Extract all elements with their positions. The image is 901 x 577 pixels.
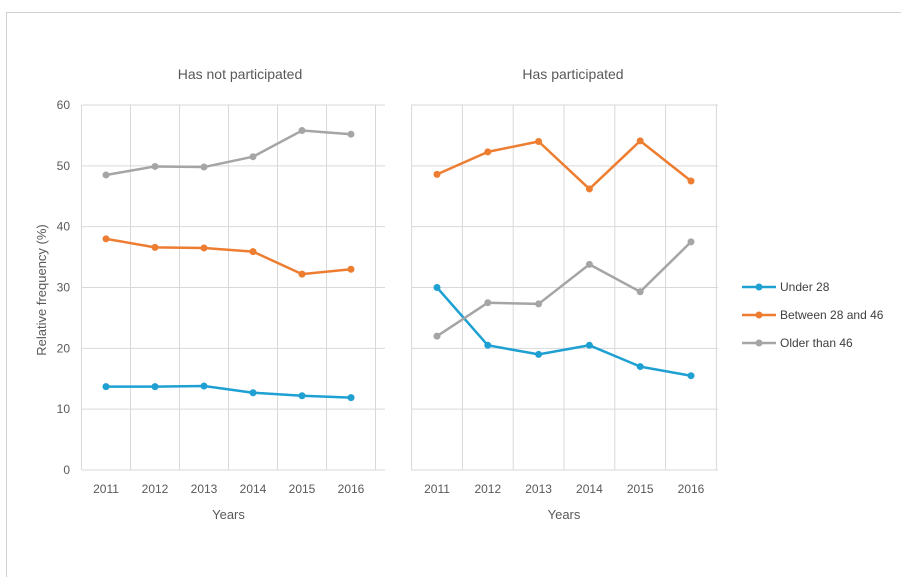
- y-tick-label-40: 40: [57, 220, 71, 234]
- panel-1-series-older-than-46-point-2011: [102, 171, 110, 179]
- panel-1-series-older-than-46-point-2014: [249, 153, 257, 161]
- panel-2-series-between-28-and-46-line: [436, 139, 692, 191]
- panel-1-series-between-28-and-46-point-2013: [200, 244, 208, 252]
- y-tick-label-0: 0: [63, 463, 70, 477]
- panel-1-x-tick-label-2014: 2014: [240, 482, 267, 496]
- panel-2-series-under-28-point-2011: [433, 284, 441, 291]
- y-tick-label-30: 30: [57, 281, 71, 295]
- panel-2-x-tick-label-2014: 2014: [576, 482, 603, 496]
- panel-1-series-between-28-and-46-point-2012: [151, 243, 159, 251]
- panel-2-series-under-28-point-2013: [535, 350, 543, 358]
- panel-1-series-older-than-46-line: [105, 129, 352, 177]
- legend-item-between-28-and-46-label: Between 28 and 46: [780, 308, 884, 322]
- panel-2-series-older-than-46-point-2015: [636, 288, 644, 296]
- legend-item-between-28-and-46-marker: [755, 311, 763, 319]
- panel-2-series-between-28-and-46-point-2013: [535, 138, 543, 145]
- y-tick-label-20: 20: [57, 341, 71, 355]
- panel-2-series-under-28-point-2014: [585, 341, 593, 349]
- legend-item-older-than-46-label: Older than 46: [780, 336, 853, 350]
- panel-1-series-under-28-point-2011: [102, 383, 110, 391]
- panel-1-series-under-28-line: [106, 384, 352, 399]
- panel-1-series-under-28-point-2013: [200, 382, 208, 390]
- panel-1-x-tick-label-2011: 2011: [93, 482, 119, 496]
- panel-1-series-between-28-and-46-point-2014: [249, 248, 257, 256]
- panel-2-series-under-28-line: [436, 286, 692, 377]
- panel-2-x-tick-label-2013: 2013: [525, 482, 552, 496]
- panel-2-x-tick-label-2015: 2015: [627, 482, 654, 496]
- panel-2-series-older-than-46-point-2012: [484, 299, 492, 307]
- panel-2-x-tick-label-2012: 2012: [474, 482, 501, 496]
- panel-2-series-between-28-and-46-point-2012: [484, 148, 492, 156]
- panel-1-series-between-28-and-46-point-2011: [102, 235, 110, 243]
- legend-item-older-than-46-marker: [755, 339, 763, 347]
- panel-1-series-between-28-and-46-line: [105, 237, 352, 276]
- panel-2-x-tick-label-2016: 2016: [678, 482, 705, 496]
- panel-1-series-between-28-and-46-point-2015: [298, 270, 306, 278]
- panel-1-series-older-than-46-point-2015: [298, 127, 306, 135]
- legend-item-under-28-marker: [755, 283, 763, 291]
- panel-1-x-tick-label-2015: 2015: [289, 482, 316, 496]
- y-tick-label-10: 10: [57, 402, 71, 416]
- panel-1-series-older-than-46-point-2016: [347, 130, 355, 138]
- panel-1-x-axis-title: Years: [212, 507, 245, 522]
- panel-1-title: Has not participated: [178, 66, 303, 82]
- y-tick-label-50: 50: [57, 159, 71, 173]
- y-tick-label-60: 60: [57, 98, 71, 112]
- panel-2-series-between-28-and-46-point-2011: [433, 170, 441, 178]
- panel-2-series-under-28-point-2012: [484, 341, 492, 349]
- panel-1-series-older-than-46-point-2012: [151, 162, 159, 170]
- panel-2-series-between-28-and-46-point-2016: [687, 177, 695, 185]
- panel-2-title: Has participated: [522, 66, 623, 82]
- panel-1-x-tick-label-2016: 2016: [338, 482, 365, 496]
- panel-2-series-under-28-point-2015: [636, 363, 644, 371]
- panel-2-series-under-28-point-2016: [687, 372, 695, 380]
- panel-1-x-tick-label-2012: 2012: [142, 482, 169, 496]
- panel-2-series-older-than-46-point-2011: [433, 332, 441, 340]
- panel-1-series-older-than-46-point-2013: [200, 163, 208, 171]
- panel-2-x-axis-title: Years: [548, 507, 581, 522]
- panel-1-series-under-28-point-2014: [249, 389, 257, 397]
- panel-2-series-between-28-and-46-point-2015: [636, 137, 644, 145]
- y-axis-title: Relative frequency (%): [34, 224, 49, 356]
- panel-1-series-under-28-point-2016: [347, 394, 355, 402]
- panel-2-series-older-than-46-point-2014: [585, 260, 593, 268]
- panel-1-series-under-28-point-2015: [298, 392, 306, 400]
- chart-frame: [6, 12, 901, 577]
- panel-1-series-under-28-point-2012: [151, 383, 159, 391]
- panel-2-x-tick-label-2011: 2011: [424, 482, 450, 496]
- panel-2-series-older-than-46-point-2013: [535, 300, 543, 308]
- panel-1-series-between-28-and-46-point-2016: [347, 265, 355, 273]
- panel-2-series-between-28-and-46-point-2014: [585, 185, 593, 193]
- panel-2-series-older-than-46-point-2016: [687, 238, 695, 246]
- panel-1-x-tick-label-2013: 2013: [191, 482, 218, 496]
- legend-item-under-28-label: Under 28: [780, 280, 830, 294]
- panel-2-series-older-than-46-line: [436, 240, 692, 338]
